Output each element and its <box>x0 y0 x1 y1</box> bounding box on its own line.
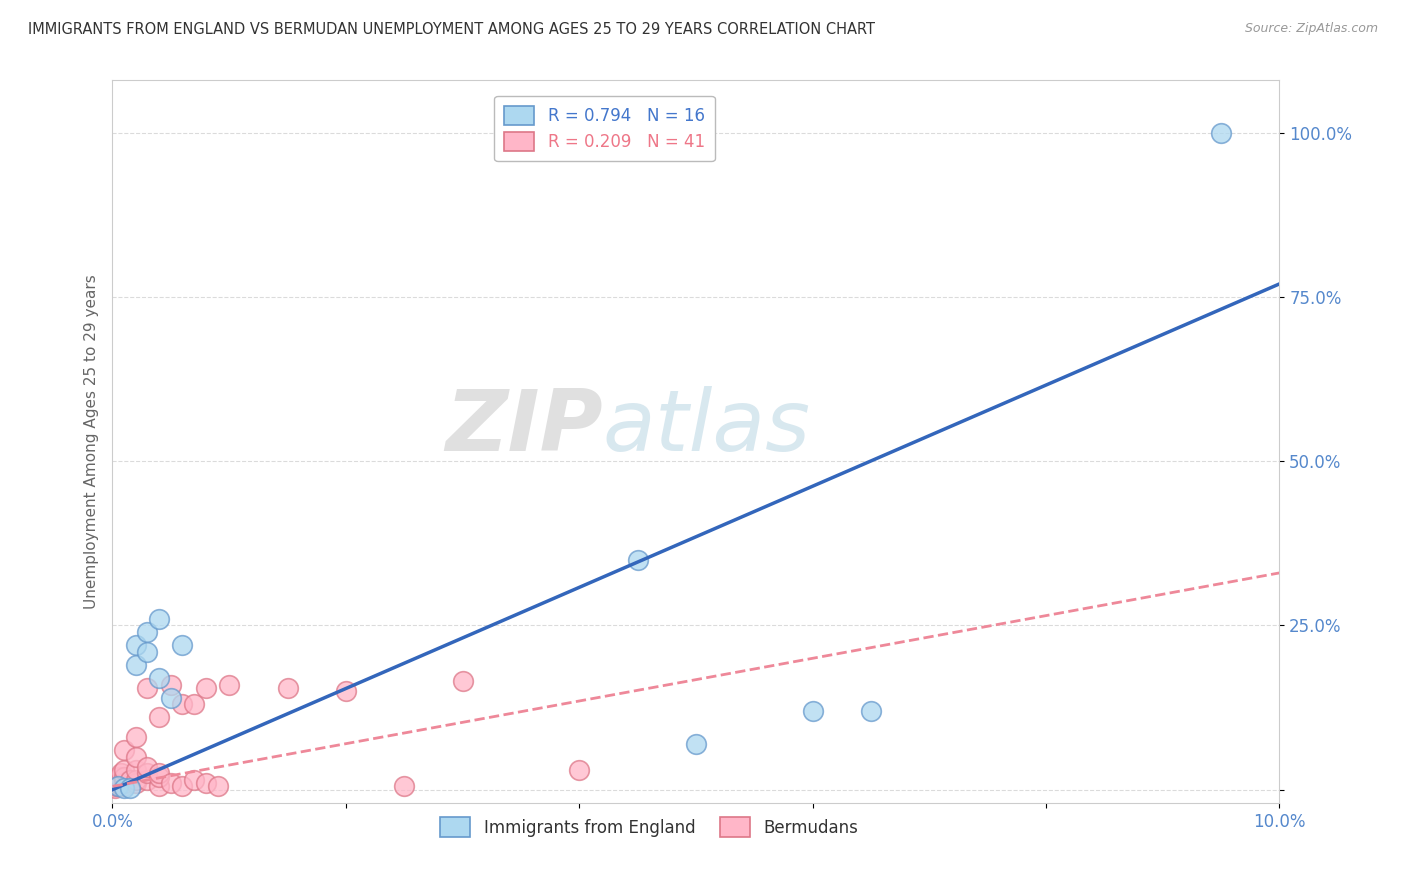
Point <box>394 780 416 794</box>
Point <box>105 777 128 791</box>
Point <box>108 770 131 784</box>
Point <box>183 772 205 787</box>
Point <box>112 780 135 794</box>
Point <box>160 677 183 691</box>
Text: ZIP: ZIP <box>444 385 603 468</box>
Point <box>1209 126 1232 140</box>
Point <box>172 638 194 652</box>
Point <box>125 749 148 764</box>
Point <box>148 780 170 794</box>
Point <box>107 780 129 794</box>
Point <box>125 772 148 787</box>
Point <box>148 612 170 626</box>
Text: Source: ZipAtlas.com: Source: ZipAtlas.com <box>1244 22 1378 36</box>
Point <box>112 780 135 795</box>
Point <box>183 698 205 712</box>
Point <box>172 780 194 794</box>
Point <box>136 645 159 659</box>
Point <box>148 766 170 780</box>
Point <box>118 772 141 787</box>
Point <box>451 674 474 689</box>
Point <box>568 763 591 777</box>
Point <box>207 780 229 794</box>
Point <box>136 760 159 774</box>
Point <box>125 657 148 672</box>
Point <box>218 677 240 691</box>
Point <box>125 730 148 744</box>
Text: IMMIGRANTS FROM ENGLAND VS BERMUDAN UNEMPLOYMENT AMONG AGES 25 TO 29 YEARS CORRE: IMMIGRANTS FROM ENGLAND VS BERMUDAN UNEM… <box>28 22 875 37</box>
Point <box>685 737 707 751</box>
Point <box>125 638 148 652</box>
Point <box>148 770 170 784</box>
Point <box>276 681 298 695</box>
Point <box>160 776 183 790</box>
Point <box>860 704 883 718</box>
Point <box>136 625 159 640</box>
Point <box>125 763 148 777</box>
Text: atlas: atlas <box>603 385 811 468</box>
Point <box>112 770 135 784</box>
Point <box>160 690 183 705</box>
Y-axis label: Unemployment Among Ages 25 to 29 years: Unemployment Among Ages 25 to 29 years <box>83 274 98 609</box>
Point <box>335 684 357 698</box>
Point <box>148 710 170 724</box>
Point <box>172 698 194 712</box>
Point <box>125 776 148 790</box>
Point <box>112 776 135 790</box>
Point <box>112 743 135 757</box>
Point <box>112 763 135 777</box>
Legend: Immigrants from England, Bermudans: Immigrants from England, Bermudans <box>432 809 866 845</box>
Point <box>104 780 127 794</box>
Point <box>148 671 170 685</box>
Point <box>801 704 824 718</box>
Point <box>107 772 129 787</box>
Point <box>110 766 132 780</box>
Point <box>136 681 159 695</box>
Point <box>118 781 141 796</box>
Point <box>107 776 129 790</box>
Point <box>194 681 217 695</box>
Point <box>627 553 650 567</box>
Point <box>136 766 159 780</box>
Point <box>194 776 217 790</box>
Point <box>136 772 159 787</box>
Point <box>104 780 127 795</box>
